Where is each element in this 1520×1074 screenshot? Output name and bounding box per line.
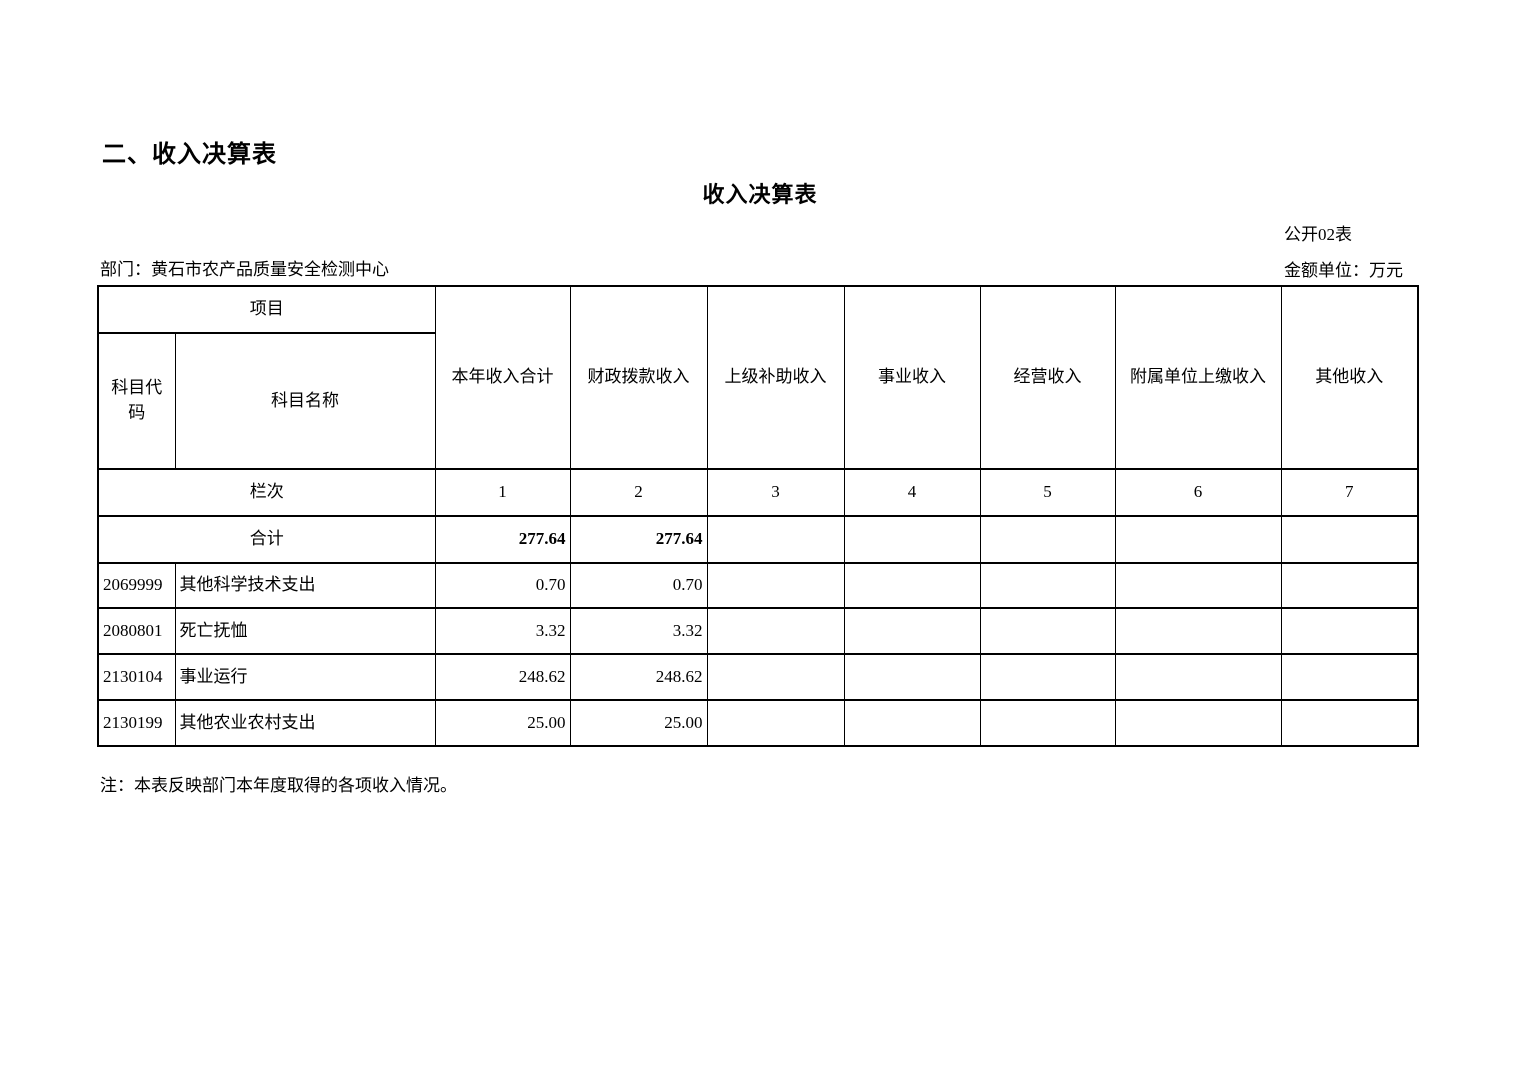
table-row: 2130199 其他农业农村支出 25.00 25.00 — [97, 699, 1419, 747]
header-cell-business-income: 事业收入 — [843, 285, 981, 470]
total-value-1: 277.64 — [434, 515, 571, 564]
subject-code: 2130104 — [97, 653, 176, 701]
row-value-6 — [1114, 562, 1282, 609]
column-index-5: 5 — [979, 468, 1116, 517]
total-value-2: 277.64 — [569, 515, 708, 564]
footnote: 注：本表反映部门本年度取得的各项收入情况。 — [100, 776, 457, 795]
row-value-4 — [843, 699, 981, 747]
row-value-5 — [979, 607, 1116, 655]
table-row: 2069999 其他科学技术支出 0.70 0.70 — [97, 562, 1419, 609]
row-value-1: 3.32 — [434, 607, 571, 655]
column-index-label: 栏次 — [97, 468, 436, 517]
table-row: 2080801 死亡抚恤 3.32 3.32 — [97, 607, 1419, 655]
row-value-7 — [1280, 699, 1419, 747]
total-value-3 — [706, 515, 845, 564]
form-code-label: 公开02表 — [1284, 225, 1352, 244]
row-value-2: 25.00 — [569, 699, 708, 747]
subject-code: 2130199 — [97, 699, 176, 747]
row-value-7 — [1280, 653, 1419, 701]
row-value-5 — [979, 562, 1116, 609]
header-cell-other-income: 其他收入 — [1280, 285, 1419, 470]
row-value-6 — [1114, 607, 1282, 655]
row-value-7 — [1280, 562, 1419, 609]
subject-code: 2069999 — [97, 562, 176, 609]
column-index-1: 1 — [434, 468, 571, 517]
total-value-7 — [1280, 515, 1419, 564]
total-row-label: 合计 — [97, 515, 436, 564]
row-value-2: 248.62 — [569, 653, 708, 701]
subject-name: 其他科学技术支出 — [174, 562, 436, 609]
row-value-3 — [706, 653, 845, 701]
header-row-project: 项目 本年收入合计 财政拨款收入 上级补助收入 事业收入 经营收入 附属单位上缴… — [97, 285, 1419, 470]
header-cell-affiliate-remittance: 附属单位上缴收入 — [1114, 285, 1282, 470]
column-index-4: 4 — [843, 468, 981, 517]
row-value-1: 0.70 — [434, 562, 571, 609]
row-value-4 — [843, 653, 981, 701]
subject-code: 2080801 — [97, 607, 176, 655]
subject-name: 事业运行 — [174, 653, 436, 701]
total-value-4 — [843, 515, 981, 564]
row-value-5 — [979, 699, 1116, 747]
row-value-2: 0.70 — [569, 562, 708, 609]
row-value-3 — [706, 607, 845, 655]
table-row: 2130104 事业运行 248.62 248.62 — [97, 653, 1419, 701]
row-value-1: 25.00 — [434, 699, 571, 747]
row-value-5 — [979, 653, 1116, 701]
header-cell-superior-subsidy: 上级补助收入 — [706, 285, 845, 470]
total-value-6 — [1114, 515, 1282, 564]
column-index-7: 7 — [1280, 468, 1419, 517]
row-value-3 — [706, 699, 845, 747]
total-value-5 — [979, 515, 1116, 564]
income-final-accounts-table: 项目 本年收入合计 财政拨款收入 上级补助收入 事业收入 经营收入 附属单位上缴… — [97, 285, 1419, 747]
column-index-6: 6 — [1114, 468, 1282, 517]
row-value-3 — [706, 562, 845, 609]
section-heading: 二、收入决算表 — [102, 141, 277, 168]
row-value-2: 3.32 — [569, 607, 708, 655]
header-row-subject: 科目代码 科目名称 — [97, 332, 1418, 470]
subject-name: 死亡抚恤 — [174, 607, 436, 655]
row-value-7 — [1280, 607, 1419, 655]
row-value-4 — [843, 607, 981, 655]
header-cell-total-income: 本年收入合计 — [434, 285, 571, 470]
total-row: 合计 277.64 277.64 — [97, 515, 1419, 564]
row-value-4 — [843, 562, 981, 609]
header-cell-project: 项目 — [97, 285, 436, 334]
amount-unit-label: 金额单位：万元 — [1284, 261, 1403, 280]
header-cell-fiscal-appropriation: 财政拨款收入 — [569, 285, 708, 470]
column-index-row: 栏次 1 2 3 4 5 6 7 — [97, 468, 1419, 517]
header-cell-subject-code: 科目代码 — [97, 332, 176, 470]
column-index-2: 2 — [569, 468, 708, 517]
subject-name: 其他农业农村支出 — [174, 699, 436, 747]
header-cell-operating-income: 经营收入 — [979, 285, 1116, 470]
row-value-1: 248.62 — [434, 653, 571, 701]
header-cell-subject-name: 科目名称 — [174, 332, 436, 470]
column-index-3: 3 — [706, 468, 845, 517]
row-value-6 — [1114, 699, 1282, 747]
table-title: 收入决算表 — [702, 182, 818, 207]
row-value-6 — [1114, 653, 1282, 701]
department-label: 部门：黄石市农产品质量安全检测中心 — [100, 260, 389, 279]
